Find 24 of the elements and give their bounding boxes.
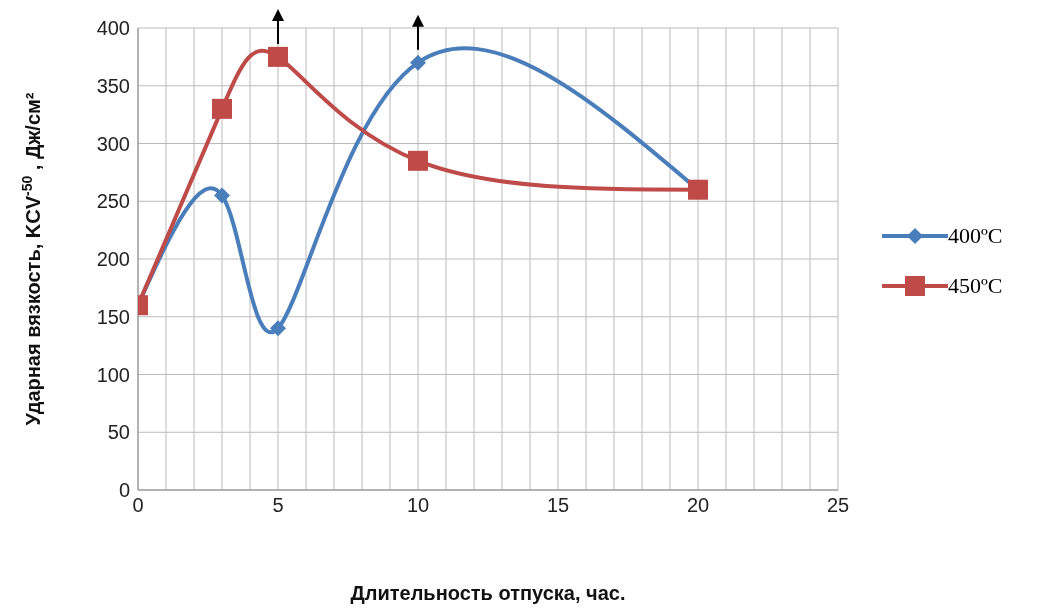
point xyxy=(410,54,426,71)
y-tick-label: 100 xyxy=(96,363,130,386)
x-tick-label: 10 xyxy=(406,494,430,517)
legend-label: 400ºC xyxy=(948,223,1003,249)
y-tick-label: 400 xyxy=(96,17,130,40)
point xyxy=(408,150,428,171)
x-tick-label: 25 xyxy=(826,494,850,517)
y-tick-label: 0 xyxy=(118,479,130,502)
legend-label: 450ºC xyxy=(948,273,1003,299)
x-tick-label: 15 xyxy=(546,494,570,517)
y-tick-label: 200 xyxy=(96,248,130,271)
point xyxy=(214,187,230,204)
y-tick-label: 250 xyxy=(96,190,130,213)
y-tick-label: 50 xyxy=(107,421,130,444)
y-tick-label: 150 xyxy=(96,305,130,328)
point xyxy=(212,98,232,119)
point xyxy=(268,46,288,67)
y-tick-label: 350 xyxy=(96,74,130,97)
point xyxy=(270,320,286,337)
x-tick-label: 20 xyxy=(686,494,710,517)
x-tick-label: 0 xyxy=(132,494,144,517)
x-tick-label: 5 xyxy=(272,494,284,517)
y-tick-label: 300 xyxy=(96,132,130,155)
x-axis-title: Длительность отпуска, час. xyxy=(350,582,626,604)
